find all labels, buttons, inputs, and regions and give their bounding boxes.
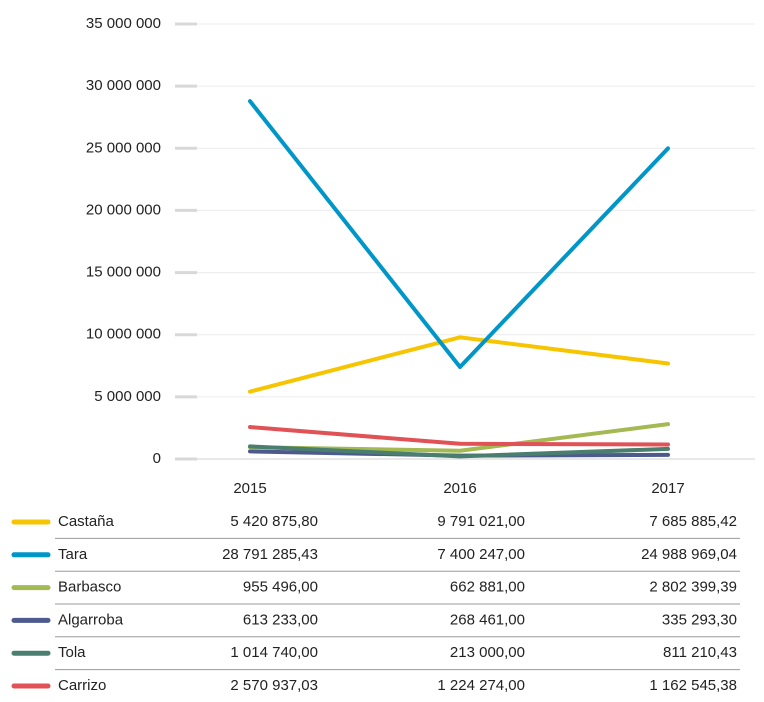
y-tick-label: 30 000 000 [86, 77, 161, 94]
legend-label: Tola [58, 644, 86, 661]
table-value: 7 685 885,42 [649, 513, 737, 530]
legend-label: Carrizo [58, 677, 106, 694]
y-tick-label: 5 000 000 [94, 388, 161, 405]
y-tick-label: 15 000 000 [86, 264, 161, 281]
y-tick-label: 20 000 000 [86, 201, 161, 218]
y-tick-label: 25 000 000 [86, 139, 161, 156]
table-value: 24 988 969,04 [641, 546, 737, 563]
table-value: 28 791 285,43 [222, 546, 318, 563]
table-value: 7 400 247,00 [437, 546, 525, 563]
y-tick-label: 0 [153, 450, 161, 467]
table-value: 1 014 740,00 [230, 644, 318, 661]
table-value: 1 162 545,38 [649, 677, 737, 694]
table-value: 2 802 399,39 [649, 579, 737, 596]
legend-label: Barbasco [58, 579, 121, 596]
table-value: 9 791 021,00 [437, 513, 525, 530]
x-tick-label: 2015 [233, 480, 266, 497]
series-line [248, 335, 670, 394]
series-line [248, 99, 670, 370]
table-value: 662 881,00 [450, 579, 525, 596]
x-tick-label: 2016 [443, 480, 476, 497]
y-tick-label: 35 000 000 [86, 15, 161, 32]
table-value: 613 233,00 [243, 611, 318, 628]
table-value: 955 496,00 [243, 579, 318, 596]
table-value: 268 461,00 [450, 611, 525, 628]
legend-label: Castaña [58, 513, 115, 530]
table-value: 335 293,30 [662, 611, 737, 628]
legend-label: Tara [58, 546, 88, 563]
series-line [248, 444, 670, 459]
table-value: 5 420 875,80 [230, 513, 318, 530]
series-line [248, 425, 670, 447]
x-tick-label: 2017 [651, 480, 684, 497]
table-value: 811 210,43 [663, 644, 737, 661]
table-value: 2 570 937,03 [230, 677, 318, 694]
table-value: 213 000,00 [450, 644, 525, 661]
table-value: 1 224 274,00 [437, 677, 525, 694]
series-line [248, 422, 670, 453]
y-tick-label: 10 000 000 [86, 326, 161, 343]
legend-label: Algarroba [58, 611, 124, 628]
